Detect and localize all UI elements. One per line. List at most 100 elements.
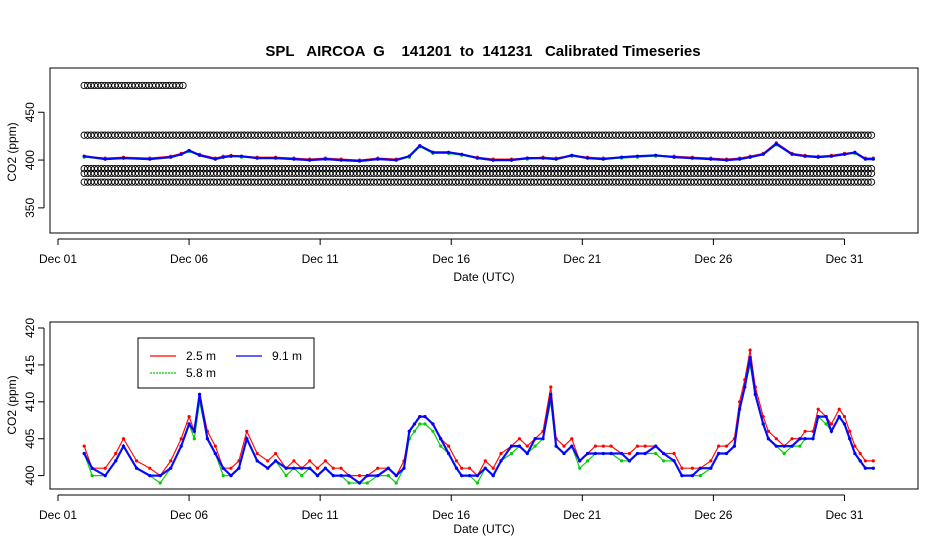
point-9-1-m [554, 444, 558, 448]
reference-point [131, 131, 139, 139]
point-5-8-m [475, 481, 479, 485]
point-2-5-m [549, 385, 553, 389]
reference-point [557, 169, 565, 178]
bottom-y-axis: 400 405 410 415 420 [23, 318, 45, 486]
reference-point [687, 169, 695, 178]
point-2-5-m [837, 407, 841, 411]
point-2-5-m [331, 466, 335, 470]
point-9-1-m [221, 155, 225, 159]
point-5-8-m [782, 451, 786, 456]
point-9-1-m [339, 158, 343, 162]
reference-point [261, 169, 269, 178]
reference-point [305, 165, 313, 173]
point-2-5-m [82, 444, 86, 448]
point-5-8-m [386, 474, 390, 478]
reference-point [264, 178, 272, 186]
point-9-1-m [717, 451, 721, 456]
reference-point [642, 131, 651, 139]
reference-point [561, 165, 569, 173]
reference-point [131, 81, 139, 90]
point-2-5-m [690, 466, 695, 470]
x-tick-label-dec-31: Dec 31 [825, 252, 863, 266]
reference-point [349, 131, 358, 139]
top-x-axis-label: Date (UTC) [453, 270, 514, 284]
y-tick-label-415: 415 [23, 355, 37, 375]
point-2-5-m [863, 459, 868, 463]
x-tick-label-dec-11: Dec 11 [302, 252, 339, 266]
reference-point [216, 131, 225, 139]
reference-point [475, 169, 484, 178]
reference-point [175, 81, 184, 90]
reference-point [642, 178, 651, 186]
point-9-1-m [829, 154, 834, 158]
reference-point [864, 169, 872, 178]
reference-point [857, 165, 865, 173]
point-9-1-m [517, 444, 522, 448]
point-2-5-m [766, 429, 771, 433]
point-9-1-m [654, 153, 658, 157]
point-9-1-m [798, 437, 802, 441]
reference-point [601, 169, 610, 178]
point-5-8-m [620, 459, 624, 463]
point-2-5-m [460, 466, 464, 470]
legend-label-2-5m: 2.5 m [186, 349, 216, 363]
reference-point [728, 178, 736, 186]
reference-point [646, 178, 654, 186]
point-9-1-m [205, 437, 209, 441]
point-9-1-m [292, 466, 296, 470]
point-9-1-m [848, 437, 852, 441]
point-9-1-m [863, 157, 868, 161]
reference-point [775, 165, 784, 173]
reference-point [179, 165, 187, 173]
point-9-1-m [627, 459, 632, 463]
x-tick-label-dec-01: Dec 01 [39, 252, 77, 266]
point-9-1-m [790, 152, 794, 156]
point-9-1-m [790, 444, 794, 448]
reference-point [687, 165, 695, 173]
point-5-8-m [586, 459, 590, 463]
reference-point [813, 131, 821, 139]
bottom-series-points [82, 348, 875, 485]
point-2-5-m [121, 437, 126, 441]
reference-point [728, 131, 736, 139]
reference-point [349, 165, 358, 173]
point-2-5-m [672, 451, 676, 456]
point-9-1-m [158, 474, 162, 478]
point-2-5-m [871, 459, 875, 463]
point-2-5-m [643, 444, 647, 448]
reference-point [557, 178, 565, 186]
point-9-1-m [169, 155, 173, 159]
reference-point [516, 169, 525, 178]
point-9-1-m [698, 466, 702, 470]
reference-point [860, 178, 869, 186]
point-9-1-m [724, 451, 729, 456]
point-2-5-m [339, 466, 343, 470]
point-9-1-m [148, 474, 152, 478]
point-9-1-m [871, 466, 875, 470]
reference-point [516, 165, 525, 173]
reference-point [557, 165, 565, 173]
y-tick-label-350: 350 [23, 198, 37, 218]
reference-point [305, 178, 313, 186]
point-9-1-m [198, 392, 202, 396]
point-9-1-m [292, 157, 296, 161]
point-9-1-m [803, 154, 807, 158]
point-9-1-m [103, 157, 107, 161]
point-2-5-m [609, 444, 613, 448]
point-9-1-m [525, 451, 529, 456]
point-2-5-m [357, 474, 362, 478]
reference-point [475, 131, 484, 139]
point-9-1-m [308, 466, 312, 470]
point-9-1-m [829, 429, 834, 433]
reference-point [860, 169, 869, 178]
y-tick-label-450: 450 [23, 102, 37, 122]
reference-point [264, 169, 272, 178]
point-9-1-m [121, 156, 126, 160]
point-9-1-m [483, 466, 487, 470]
point-9-1-m [239, 154, 244, 158]
reference-point [175, 169, 184, 178]
reference-point [135, 81, 143, 90]
y-tick-label-400: 400 [23, 465, 37, 485]
reference-point [857, 169, 865, 178]
y-tick-label-400: 400 [23, 150, 37, 170]
